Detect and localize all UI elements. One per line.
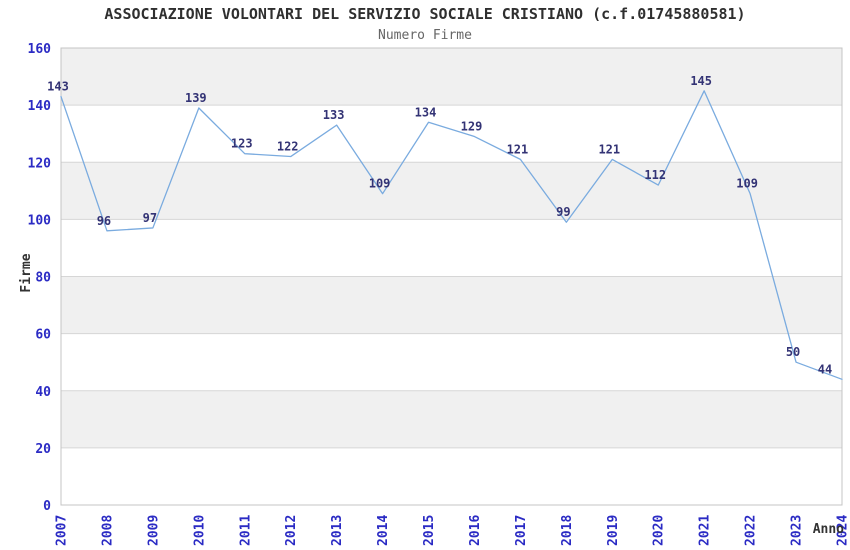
data-point-label: 121 (598, 142, 620, 156)
y-tick-label: 20 (35, 442, 51, 457)
x-tick-label: 2008 (100, 515, 115, 546)
y-tick-label: 120 (28, 156, 52, 171)
data-point-label: 123 (231, 137, 253, 151)
plot-band (61, 447, 842, 505)
data-point-label: 134 (415, 105, 437, 119)
y-tick-label: 0 (43, 499, 51, 514)
x-tick-label: 2015 (422, 515, 437, 546)
y-tick-label: 80 (35, 271, 51, 286)
x-tick-label: 2007 (55, 515, 70, 546)
data-point-label: 97 (143, 211, 157, 225)
y-tick-label: 100 (28, 213, 52, 228)
x-tick-label: 2016 (468, 515, 483, 546)
x-tick-label: 2024 (836, 515, 850, 546)
x-tick-label: 2011 (238, 515, 253, 546)
plot-band (61, 390, 842, 448)
x-tick-label: 2020 (652, 515, 667, 546)
data-point-label: 121 (507, 142, 529, 156)
data-point-label: 109 (369, 177, 391, 191)
x-tick-label: 2019 (606, 515, 621, 546)
x-tick-label: 2014 (376, 515, 391, 546)
data-point-label: 129 (461, 120, 483, 134)
plot-band (61, 105, 842, 163)
plot-band (61, 48, 842, 106)
plot-band (61, 276, 842, 334)
data-point-label: 109 (736, 177, 758, 191)
x-tick-label: 2010 (192, 515, 207, 546)
x-tick-label: 2023 (790, 515, 805, 546)
data-line (60, 90, 843, 380)
y-tick-label: 140 (28, 99, 52, 114)
plot-band (61, 162, 842, 220)
y-axis-title: Firme (18, 253, 34, 293)
chart-subtitle: Numero Firme (378, 28, 472, 43)
x-tick-label: 2012 (284, 515, 299, 546)
data-point-label: 122 (277, 140, 299, 154)
plot-band (61, 219, 842, 277)
x-axis-title: Anno (812, 522, 844, 537)
plot-border (60, 47, 843, 506)
x-tick-label: 2009 (146, 515, 161, 546)
x-tick-label: 2022 (744, 515, 759, 546)
y-tick-label: 160 (28, 42, 52, 57)
data-point-label: 44 (818, 362, 832, 376)
y-tick-label: 60 (35, 328, 51, 343)
x-tick-label: 2021 (698, 515, 713, 546)
data-point-label: 99 (556, 205, 570, 219)
data-point-label: 96 (97, 214, 111, 228)
data-point-label: 112 (644, 168, 666, 182)
x-tick-label: 2018 (560, 515, 575, 546)
chart-title: ASSOCIAZIONE VOLONTARI DEL SERVIZIO SOCI… (104, 5, 746, 23)
data-point-label: 145 (690, 74, 712, 88)
plot-band (61, 333, 842, 391)
data-point-label: 139 (185, 91, 207, 105)
x-tick-label: 2013 (330, 515, 345, 546)
x-tick-label: 2017 (514, 515, 529, 546)
y-tick-label: 40 (35, 385, 51, 400)
data-point-label: 143 (47, 80, 69, 94)
data-point-label: 133 (323, 108, 345, 122)
data-point-label: 50 (786, 345, 800, 359)
